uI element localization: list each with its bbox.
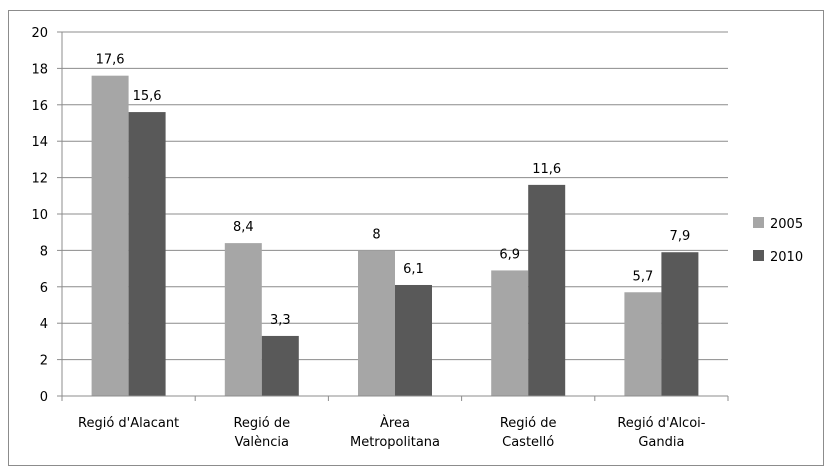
bar-2010 bbox=[661, 252, 699, 396]
y-tick-label: 12 bbox=[31, 172, 48, 187]
x-category-label: Gandia bbox=[638, 435, 684, 450]
y-tick-label: 6 bbox=[40, 281, 48, 296]
y-tick-label: 4 bbox=[40, 317, 48, 332]
bar-2005 bbox=[624, 292, 662, 396]
legend-swatch-2010 bbox=[753, 250, 764, 261]
y-tick-label: 18 bbox=[31, 62, 48, 77]
x-category-label: Regió d'Alcoi- bbox=[617, 416, 705, 431]
x-category-label: Regió de bbox=[500, 416, 557, 431]
bar-2010 bbox=[395, 284, 432, 396]
x-category-label: Àrea bbox=[380, 415, 410, 431]
data-label: 11,6 bbox=[532, 162, 561, 177]
data-label: 8,4 bbox=[233, 220, 254, 235]
y-tick-label: 10 bbox=[31, 208, 48, 223]
data-label: 8 bbox=[372, 227, 380, 242]
legend-swatch-2005 bbox=[753, 217, 764, 228]
legend-label-2005: 2005 bbox=[770, 217, 803, 232]
data-label: 6,9 bbox=[499, 247, 520, 262]
bars bbox=[91, 75, 699, 397]
y-axis: 0 2 4 6 8 10 12 14 16 18 20 bbox=[31, 26, 63, 405]
data-label: 15,6 bbox=[133, 89, 162, 104]
x-axis: Regió d'Alacant Regió de València Àrea Metro… bbox=[61, 395, 729, 450]
y-tick-label: 20 bbox=[31, 26, 48, 41]
x-category-label: Metropolitana bbox=[350, 435, 440, 450]
bar-2010 bbox=[528, 184, 566, 396]
data-label: 17,6 bbox=[96, 53, 125, 68]
data-label: 7,9 bbox=[670, 229, 691, 244]
legend-label-2010: 2010 bbox=[770, 250, 803, 265]
bar-2005 bbox=[224, 243, 262, 396]
y-tick-label: 16 bbox=[31, 99, 48, 114]
y-tick-label: 2 bbox=[40, 354, 48, 369]
data-labels: 17,6 15,6 8,4 3,3 8 6,1 6,9 11,6 5,7 7,9 bbox=[96, 53, 691, 328]
bar-2005 bbox=[91, 75, 129, 397]
bar-2005 bbox=[358, 250, 395, 396]
gridlines bbox=[62, 31, 728, 361]
x-category-label: Regió d'Alacant bbox=[78, 416, 179, 431]
legend: 2005 2010 bbox=[753, 217, 803, 265]
x-category-label: Regió de bbox=[233, 416, 290, 431]
data-label: 6,1 bbox=[403, 262, 424, 277]
x-category-label: València bbox=[235, 435, 289, 450]
y-tick-label: 14 bbox=[31, 135, 48, 150]
bar-2010 bbox=[128, 112, 166, 396]
data-label: 5,7 bbox=[633, 269, 654, 284]
x-category-label: Castelló bbox=[502, 435, 554, 450]
bar-2005 bbox=[491, 270, 529, 396]
bar-2010 bbox=[261, 335, 299, 396]
y-tick-label: 0 bbox=[40, 390, 48, 405]
data-label: 3,3 bbox=[270, 313, 291, 328]
y-tick-label: 8 bbox=[40, 244, 48, 259]
